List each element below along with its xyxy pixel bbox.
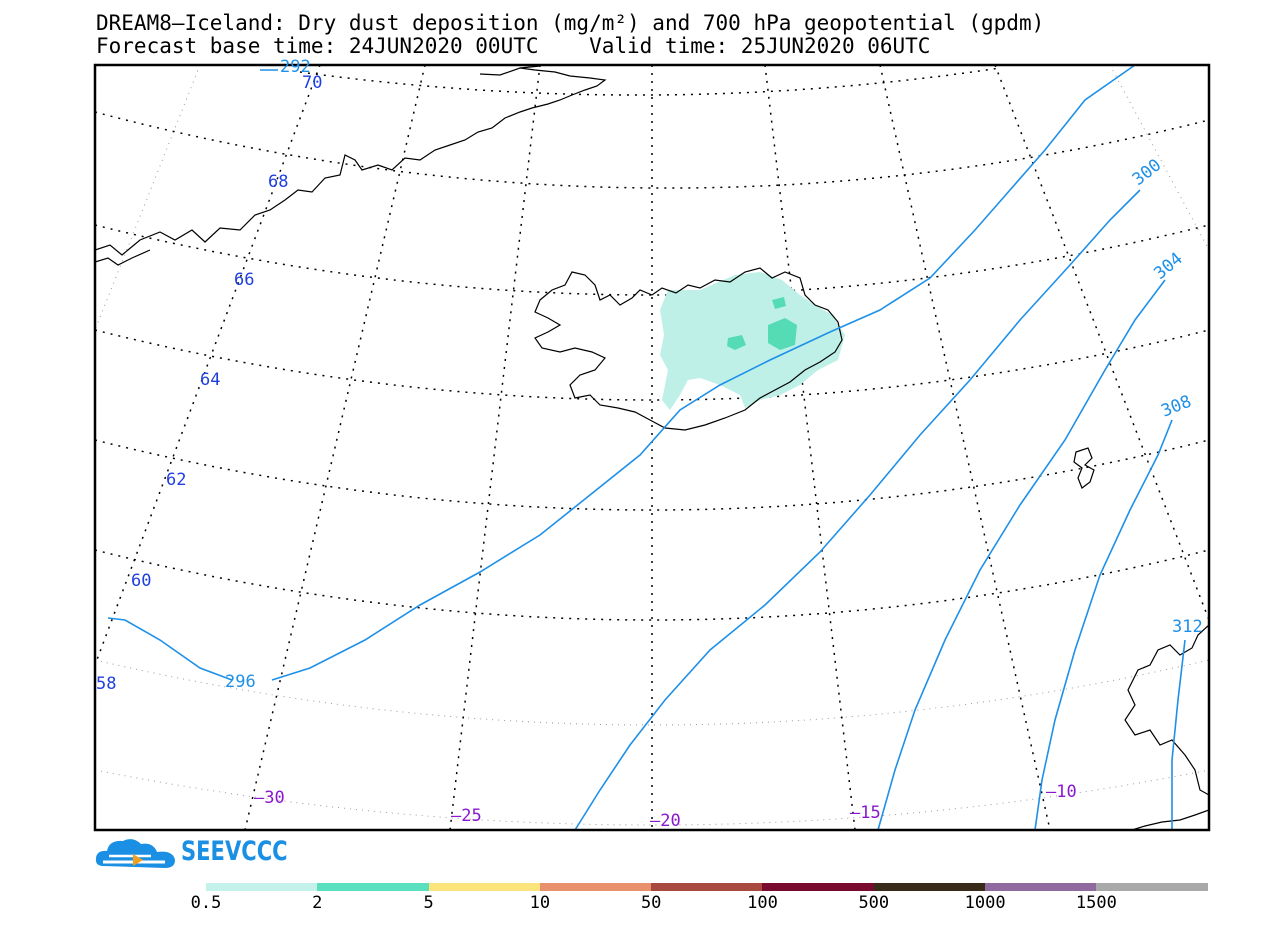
contour-label-304: 304 [1150, 249, 1186, 284]
seevccc-logo: SEEVCCC [95, 836, 305, 872]
colorbar-label: 1000 [964, 893, 1006, 913]
colorbar-swatch [985, 883, 1097, 891]
lon-label-minus-25: –25 [451, 806, 482, 826]
colorbar-labels: 0.5 2 5 10 50 100 500 1000 1500 [0, 893, 1271, 913]
lat-label-62: 62 [166, 470, 186, 490]
lat-label-58: 58 [96, 674, 116, 694]
iceland-coastline [534, 267, 843, 431]
colorbar-label: 500 [858, 893, 890, 913]
logo-text: SEEVCCC [181, 836, 288, 867]
contour-300 [574, 189, 1141, 830]
map-subtitle: Forecast base time: 24JUN2020 00UTC Vali… [96, 34, 931, 58]
lon-label-minus-20: –20 [650, 811, 681, 831]
contour-label-312: 312 [1172, 617, 1203, 637]
lon-label-minus-10: –10 [1046, 782, 1077, 802]
contour-308 [1034, 419, 1173, 830]
contour-label-300: 300 [1129, 155, 1166, 190]
colorbar-swatch [651, 883, 763, 891]
lat-label-66: 66 [234, 270, 254, 290]
lat-label-64: 64 [200, 370, 220, 390]
contour-304 [877, 279, 1166, 830]
map-canvas: 70 68 66 64 62 60 58 –30 –25 –20 –15 –10… [93, 57, 1211, 832]
colorbar-swatch [428, 883, 540, 891]
colorbar-label: 5 [423, 893, 434, 913]
cloud-icon [95, 839, 175, 868]
colorbar-swatch [762, 883, 874, 891]
lat-label-70: 70 [302, 73, 322, 93]
colorbar-swatch [873, 883, 986, 891]
contour-312 [1171, 639, 1186, 830]
colorbar-swatch [1096, 883, 1208, 891]
lat-label-68: 68 [268, 172, 288, 192]
lon-label-minus-30: –30 [254, 788, 285, 808]
longitude-gridlines [95, 65, 1209, 830]
faroe-islands [1073, 447, 1095, 489]
map-title: DREAM8—Iceland: Dry dust deposition (mg/… [96, 11, 1045, 35]
lon-label-minus-15: –15 [850, 803, 881, 823]
colorbar-swatch [206, 883, 318, 891]
dust-deposition-shading [660, 272, 845, 410]
contour-label-292: 292 [280, 57, 311, 77]
colorbar-label: 2 [312, 893, 323, 913]
contour-296 [107, 65, 1136, 681]
norway-coastline [1124, 624, 1209, 830]
colorbar-swatch [317, 883, 429, 891]
geopotential-contours [107, 65, 1186, 830]
colorbar-label: 1500 [1075, 893, 1117, 913]
colorbar-label: 0.5 [190, 893, 222, 913]
contour-label-296: 296 [225, 672, 256, 692]
colorbar-label: 100 [747, 893, 778, 913]
colorbar-swatch [539, 883, 652, 891]
longitude-gridlines-light [95, 65, 1209, 331]
colorbar-label: 50 [640, 893, 662, 913]
greenland-coastline [95, 65, 607, 266]
latitude-gridlines [95, 67, 1209, 621]
colorbar [206, 883, 1208, 891]
contour-label-308: 308 [1158, 392, 1194, 422]
colorbar-label: 10 [529, 893, 551, 913]
map-frame [93, 63, 1211, 832]
lat-label-60: 60 [131, 571, 151, 591]
